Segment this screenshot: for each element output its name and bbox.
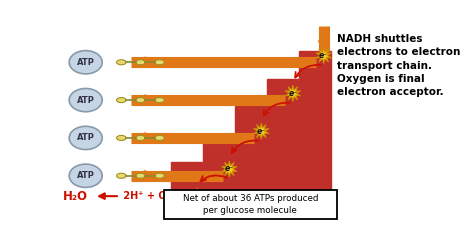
Text: e⁻: e⁻	[192, 192, 201, 201]
Ellipse shape	[69, 164, 102, 187]
Text: H₂O: H₂O	[63, 190, 88, 203]
Ellipse shape	[69, 126, 102, 150]
Text: ATP: ATP	[77, 133, 95, 142]
Circle shape	[136, 98, 145, 103]
Circle shape	[117, 173, 126, 178]
Circle shape	[155, 60, 164, 65]
Polygon shape	[221, 161, 237, 177]
Polygon shape	[189, 188, 205, 204]
Ellipse shape	[69, 51, 102, 74]
Circle shape	[155, 135, 164, 140]
Circle shape	[136, 60, 145, 65]
Text: e⁻: e⁻	[257, 127, 266, 136]
Ellipse shape	[69, 88, 102, 112]
Text: e⁻: e⁻	[225, 165, 234, 173]
Text: e⁻: e⁻	[288, 89, 298, 98]
Polygon shape	[285, 85, 301, 102]
Text: ATP: ATP	[77, 96, 95, 105]
Circle shape	[136, 173, 145, 178]
Circle shape	[117, 60, 126, 65]
Circle shape	[117, 135, 126, 140]
Circle shape	[136, 135, 145, 140]
Circle shape	[117, 98, 126, 103]
Circle shape	[155, 173, 164, 178]
Text: NADH shuttles
electrons to electron
transport chain.
Oxygen is final
electron ac: NADH shuttles electrons to electron tran…	[337, 34, 460, 97]
Polygon shape	[254, 123, 269, 139]
Text: 2H⁺ + O₂ + e⁻: 2H⁺ + O₂ + e⁻	[120, 191, 197, 201]
Text: e⁻: e⁻	[319, 51, 328, 60]
Text: ATP: ATP	[77, 171, 95, 180]
Circle shape	[155, 98, 164, 103]
FancyBboxPatch shape	[164, 190, 337, 219]
Text: Net of about 36 ATPs produced
per glucose molecule: Net of about 36 ATPs produced per glucos…	[182, 195, 318, 215]
Text: ATP: ATP	[77, 58, 95, 67]
Polygon shape	[316, 47, 331, 64]
Polygon shape	[171, 51, 331, 190]
